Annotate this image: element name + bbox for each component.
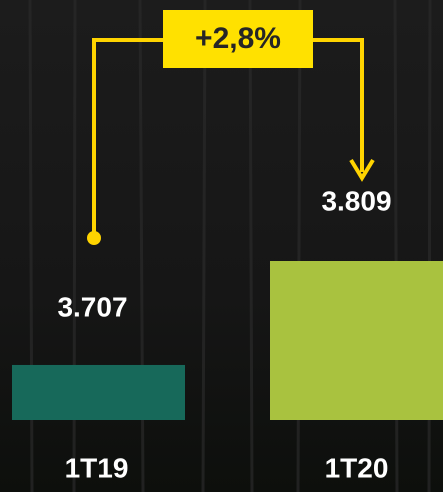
value-label: 3.809 [321, 185, 391, 216]
x-tick-label: 1T19 [65, 452, 129, 483]
value-label: 3.707 [57, 291, 127, 322]
x-tick-label: 1T20 [325, 452, 389, 483]
arrow-connector [92, 38, 375, 238]
bar [12, 364, 185, 420]
annotation: +2,8% [195, 22, 281, 55]
bar [270, 261, 443, 420]
annotation-box [163, 10, 313, 68]
arrow-dot [87, 231, 101, 245]
